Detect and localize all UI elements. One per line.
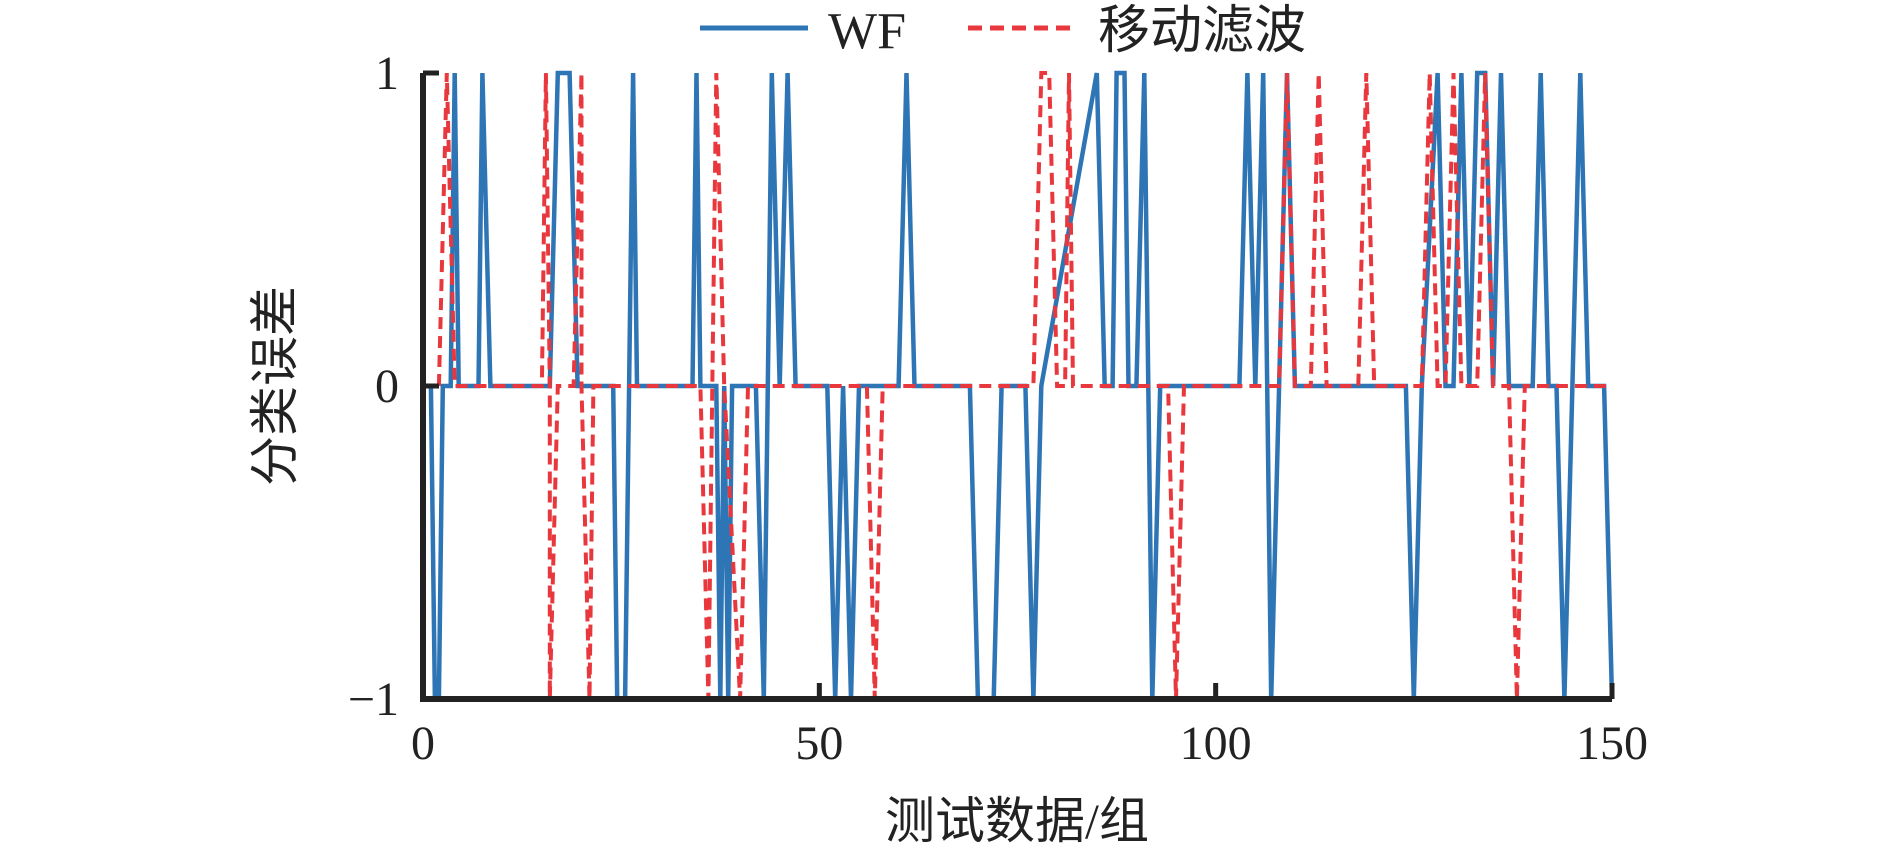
series-layer [428, 70, 1615, 702]
y-tick-label: 0 [375, 360, 399, 413]
legend: WF 移动滤波 [700, 3, 1306, 60]
axes: 0 50 100 150 −101 [348, 47, 1648, 770]
x-tick-label: 100 [1180, 717, 1252, 770]
y-axis-title: 分类误差 [247, 286, 303, 486]
x-axis-title: 测试数据/组 [885, 793, 1149, 849]
y-tick-label: 1 [375, 47, 399, 100]
x-ticks: 0 50 100 150 [411, 683, 1648, 770]
x-tick-label: 50 [795, 717, 843, 770]
x-tick-label: 150 [1576, 717, 1648, 770]
x-tick-label: 0 [411, 717, 435, 770]
legend-label-moving-filter: 移动滤波 [1098, 3, 1306, 60]
y-ticks: −1 0 1 [348, 47, 439, 726]
y-tick-label: −1 [348, 673, 399, 726]
legend-label-wf: WF [828, 3, 906, 60]
